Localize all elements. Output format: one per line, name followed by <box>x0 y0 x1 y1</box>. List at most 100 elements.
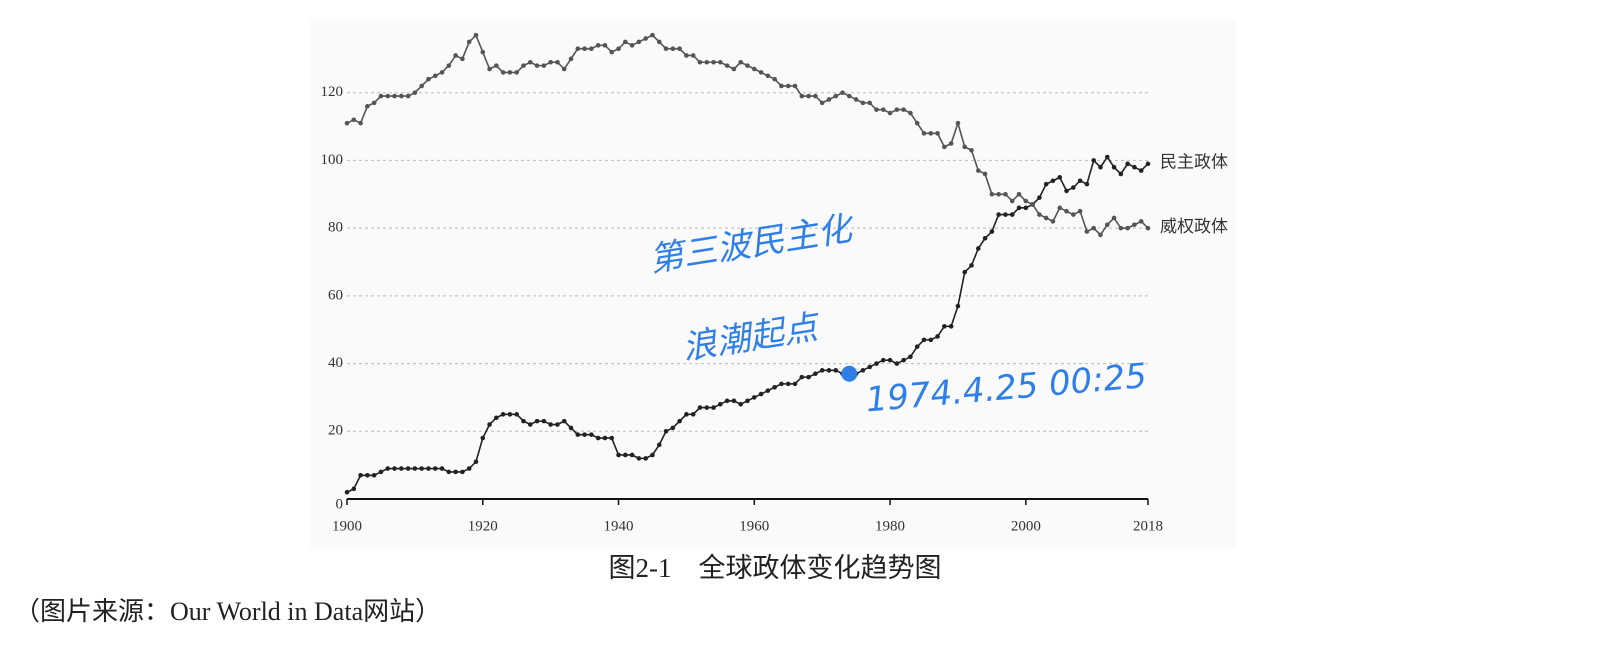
data-point <box>772 384 777 390</box>
data-point <box>494 415 499 421</box>
data-point <box>690 412 696 417</box>
x-tick-label: 2000 <box>1011 518 1041 534</box>
data-point <box>738 59 744 65</box>
data-point <box>419 83 424 89</box>
data-point <box>344 489 350 495</box>
data-point <box>439 466 445 471</box>
data-point <box>684 412 689 417</box>
data-point <box>623 39 628 45</box>
data-point <box>799 93 805 99</box>
caption: 图2-1 全球政体变化趋势图 <box>609 553 942 583</box>
data-point <box>1043 215 1049 221</box>
data-point <box>874 107 879 112</box>
data-point <box>446 469 452 475</box>
data-point <box>792 381 798 387</box>
y-tick-label: 60 <box>328 287 343 303</box>
data-point <box>480 49 486 55</box>
y-tick-label: 20 <box>328 423 343 439</box>
data-point <box>663 46 669 51</box>
data-point <box>480 435 486 441</box>
data-point <box>548 59 553 65</box>
data-point <box>1064 208 1069 214</box>
data-point <box>629 452 635 458</box>
data-point <box>609 49 615 55</box>
plot-background <box>310 20 1236 548</box>
data-point <box>874 361 879 366</box>
data-point <box>758 70 764 75</box>
data-point <box>813 93 818 99</box>
series-label: 民主政体 <box>1160 153 1228 172</box>
data-point <box>399 466 404 471</box>
data-point <box>602 435 608 441</box>
data-point <box>840 90 845 96</box>
data-point <box>880 107 886 112</box>
data-point <box>351 486 357 492</box>
data-point <box>677 46 682 51</box>
data-point <box>908 110 913 116</box>
data-point <box>1145 161 1151 167</box>
data-point <box>785 83 791 89</box>
data-point <box>711 405 716 410</box>
x-tick-label: 1960 <box>739 518 769 534</box>
data-point <box>813 371 818 377</box>
data-point <box>942 144 947 150</box>
data-point <box>826 97 832 102</box>
data-point <box>1077 208 1083 214</box>
data-point <box>548 422 553 427</box>
data-point <box>1023 198 1029 204</box>
data-point <box>371 100 377 106</box>
data-point <box>1057 205 1063 211</box>
data-point <box>677 418 682 424</box>
data-point <box>365 473 370 478</box>
data-point <box>894 107 900 112</box>
data-point <box>758 391 764 397</box>
data-point <box>595 435 601 441</box>
data-point <box>419 466 424 471</box>
data-point <box>969 147 974 153</box>
data-point <box>561 66 567 72</box>
data-point <box>772 76 777 82</box>
data-point <box>731 66 737 72</box>
data-point <box>541 63 547 68</box>
data-point <box>1098 164 1103 170</box>
data-point <box>432 73 438 79</box>
data-point <box>1084 229 1090 234</box>
data-point <box>1077 178 1083 184</box>
data-point <box>575 432 581 437</box>
data-point <box>521 63 526 68</box>
data-point <box>412 466 418 471</box>
data-point <box>955 303 961 309</box>
data-point <box>1037 212 1042 217</box>
data-point <box>378 93 384 99</box>
data-point <box>765 73 771 79</box>
data-point <box>901 357 906 363</box>
data-point <box>487 422 492 427</box>
data-point <box>1023 205 1029 211</box>
data-point <box>656 442 662 448</box>
series-label: 威权政体 <box>1160 217 1228 236</box>
data-point <box>819 368 825 373</box>
data-point <box>684 53 689 58</box>
data-point <box>1104 154 1110 160</box>
data-point <box>453 53 458 58</box>
data-point <box>487 66 492 72</box>
data-point <box>1071 212 1076 217</box>
data-point <box>1138 219 1144 224</box>
data-point <box>595 43 601 48</box>
data-point <box>975 246 981 251</box>
data-point <box>942 324 947 329</box>
data-point <box>1057 175 1063 180</box>
data-point <box>1145 225 1151 231</box>
data-point <box>785 381 791 387</box>
data-point <box>500 70 506 75</box>
data-point <box>1084 181 1090 187</box>
data-point <box>867 100 872 106</box>
data-point <box>623 452 628 458</box>
data-point <box>351 117 357 123</box>
y-tick-label: 100 <box>321 152 344 168</box>
data-point <box>799 374 805 380</box>
data-point <box>514 412 520 417</box>
data-point <box>989 229 995 234</box>
data-point <box>534 63 540 68</box>
data-point <box>724 398 730 404</box>
